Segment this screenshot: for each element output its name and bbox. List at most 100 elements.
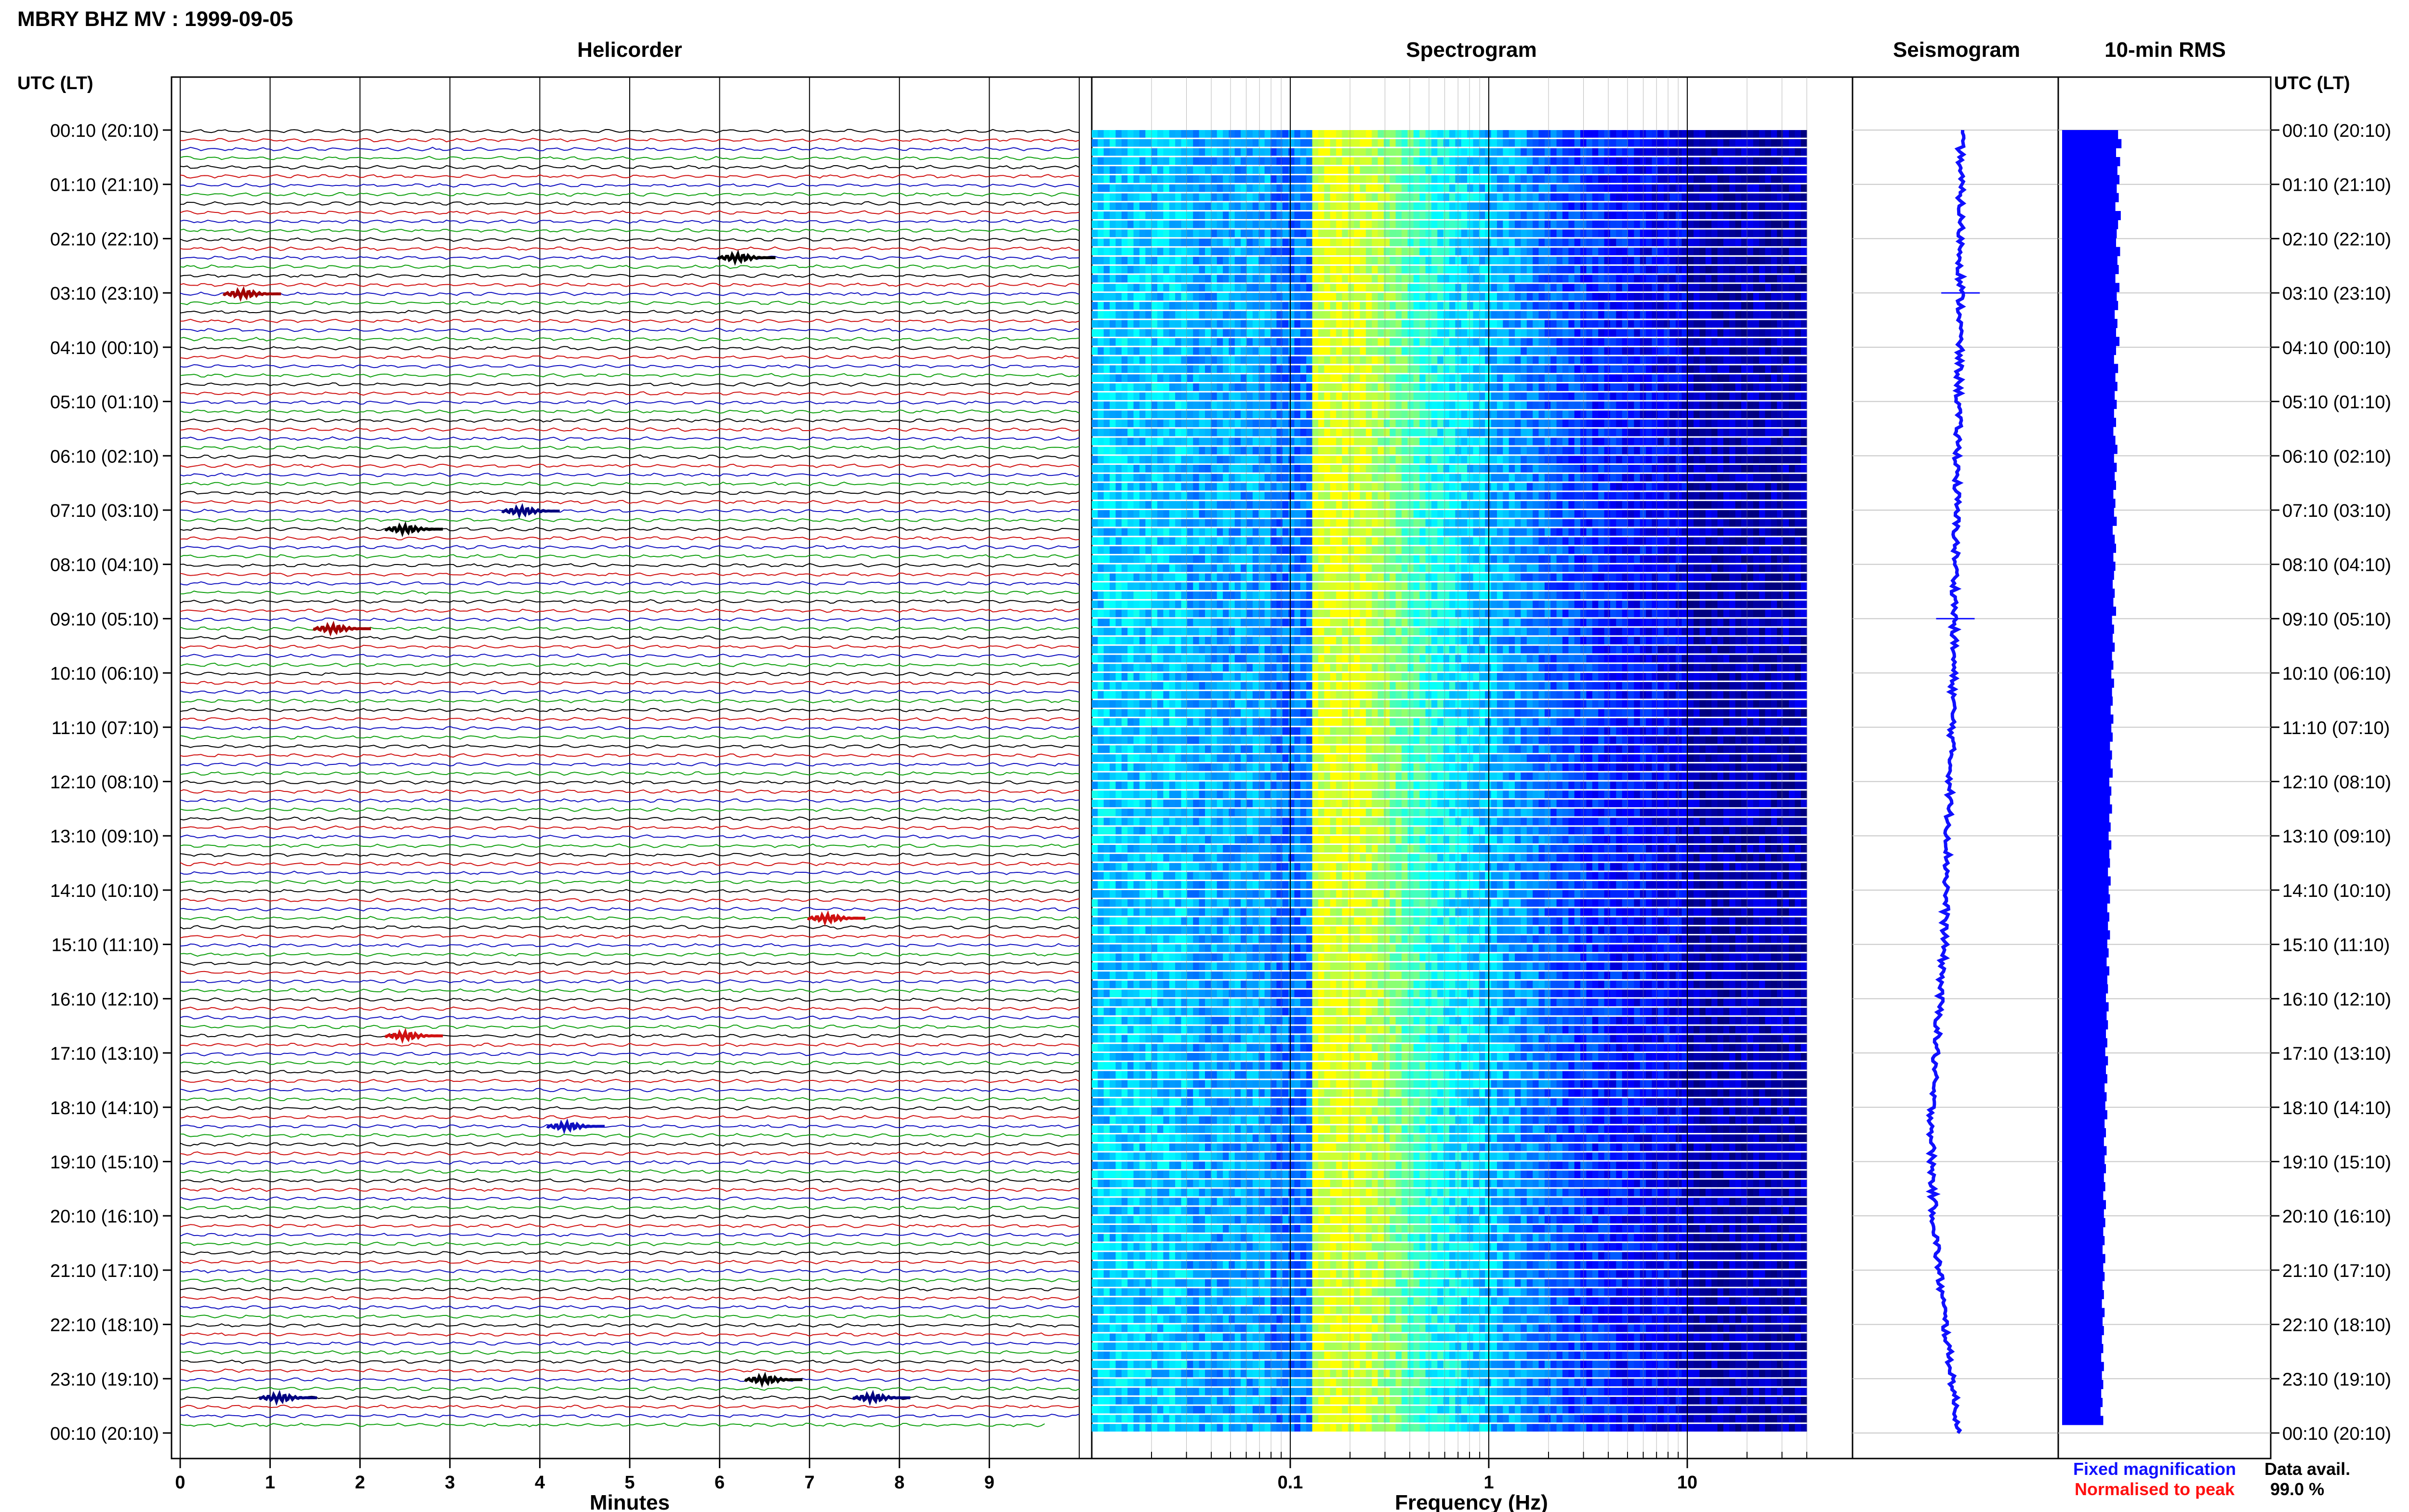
spectrogram-cell — [1497, 311, 1503, 319]
spectrogram-cell — [1676, 420, 1682, 427]
spectrogram-cell — [1795, 428, 1801, 436]
spectrogram-cell — [1252, 166, 1259, 174]
spectrogram-cell — [1521, 275, 1527, 283]
spectrogram-cell — [1199, 410, 1205, 419]
spectrogram-cell — [1110, 248, 1116, 255]
spectrogram-cell — [1586, 365, 1593, 373]
spectrogram-cell — [1729, 248, 1736, 255]
spectrogram-cell — [1634, 193, 1641, 201]
spectrogram-cell — [1485, 220, 1492, 228]
spectrogram-cell — [1610, 284, 1616, 292]
spectrogram-cell — [1288, 437, 1295, 446]
spectrogram-cell — [1377, 473, 1384, 482]
spectrogram-cell — [1157, 284, 1164, 292]
spectrogram-cell — [1306, 410, 1313, 419]
spectrogram-cell — [1550, 456, 1557, 464]
spectrogram-cell — [1717, 166, 1724, 174]
spectrogram-cell — [1676, 175, 1682, 183]
spectrogram-cell — [1151, 184, 1158, 192]
spectrogram-cell — [1241, 356, 1247, 364]
spectrogram-cell — [1211, 202, 1218, 210]
spectrogram-cell — [1229, 465, 1235, 473]
spectrogram-cell — [1735, 175, 1742, 183]
spectrogram-cell — [1676, 248, 1682, 255]
spectrogram-cell — [1092, 338, 1098, 346]
spectrogram-cell — [1717, 383, 1724, 391]
spectrogram-cell — [1467, 329, 1474, 337]
spectrogram-cell — [1425, 428, 1432, 436]
spectrogram-cell — [1300, 420, 1307, 427]
spectrogram-cell — [1592, 284, 1599, 292]
spectrogram-cell — [1348, 211, 1354, 219]
spectrogram-cell — [1175, 238, 1182, 247]
spectrogram-cell — [1288, 284, 1295, 292]
spectrogram-cell — [1467, 229, 1474, 237]
spectrogram-cell — [1771, 365, 1777, 373]
spectrogram-cell — [1181, 293, 1188, 301]
spectrogram-cell — [1533, 139, 1539, 147]
spectrogram-cell — [1735, 465, 1742, 473]
spectrogram-cell — [1103, 265, 1110, 274]
spectrogram-cell — [1127, 473, 1134, 482]
spectrogram-cell — [1729, 148, 1736, 156]
spectrogram-cell — [1687, 456, 1694, 464]
spectrogram-cell — [1354, 420, 1361, 427]
spectrogram-cell — [1252, 338, 1259, 346]
spectrogram-cell — [1538, 148, 1545, 156]
spectrogram-cell — [1324, 193, 1331, 201]
spectrogram-cell — [1509, 139, 1515, 147]
spectrogram-cell — [1705, 410, 1712, 419]
spectrogram-cell — [1205, 130, 1211, 138]
spectrogram-cell — [1229, 184, 1235, 192]
helicorder-trace-138 — [180, 1377, 1080, 1382]
spectrogram-cell — [1419, 284, 1426, 292]
spectrogram-cell — [1193, 401, 1200, 409]
spectrogram-cell — [1777, 184, 1784, 192]
spectrogram-cell — [1258, 338, 1265, 346]
spectrogram-cell — [1723, 139, 1730, 147]
spectrogram-cell — [1384, 193, 1390, 201]
spectrogram-cell — [1753, 329, 1760, 337]
spectrogram-cell — [1795, 220, 1801, 228]
spectrogram-cell — [1503, 428, 1509, 436]
spectrogram-cell — [1521, 166, 1527, 174]
spectrogram-cell — [1169, 383, 1176, 391]
spectrogram-cell — [1521, 265, 1527, 274]
spectrogram-cell — [1479, 293, 1485, 301]
spectrogram-cell — [1789, 220, 1795, 228]
spectrogram-cell — [1437, 311, 1444, 319]
spectrogram-cell — [1294, 229, 1301, 237]
spectrogram-cell — [1687, 166, 1694, 174]
spectrogram-cell — [1157, 465, 1164, 473]
spectrogram-cell — [1252, 374, 1259, 382]
spectrogram-cell — [1664, 211, 1670, 219]
spectrogram-cell — [1395, 130, 1402, 138]
spectrogram-cell — [1795, 238, 1801, 247]
spectrogram-cell — [1676, 148, 1682, 156]
helicorder-event-9 — [258, 1390, 317, 1406]
spectrogram-cell — [1354, 148, 1361, 156]
spectrogram-cell — [1121, 302, 1128, 310]
spectrogram-cell — [1491, 275, 1497, 283]
spectrogram-cell — [1503, 401, 1509, 409]
spectrogram-cell — [1604, 175, 1611, 183]
spectrogram-cell — [1252, 284, 1259, 292]
spectrogram-cell — [1413, 211, 1420, 219]
spectrogram-cell — [1652, 465, 1658, 473]
spectrogram-cell — [1616, 383, 1623, 391]
spectrogram-cell — [1491, 166, 1497, 174]
helicorder-xtick-label: 9 — [984, 1473, 994, 1493]
spectrogram-cell — [1336, 166, 1343, 174]
spectrogram-cell — [1800, 392, 1807, 400]
spectrogram-cell — [1223, 184, 1230, 192]
spectrogram-cell — [1604, 193, 1611, 201]
spectrogram-cell — [1467, 356, 1474, 364]
spectrogram-cell — [1628, 465, 1635, 473]
spectrogram-cell — [1574, 338, 1581, 346]
spectrogram-cell — [1223, 374, 1230, 382]
spectrogram-cell — [1747, 257, 1754, 264]
helicorder-trace-135 — [180, 1350, 1080, 1355]
spectrogram-cell — [1717, 302, 1724, 310]
spectrogram-cell — [1282, 473, 1289, 482]
spectrogram-cell — [1610, 311, 1616, 319]
